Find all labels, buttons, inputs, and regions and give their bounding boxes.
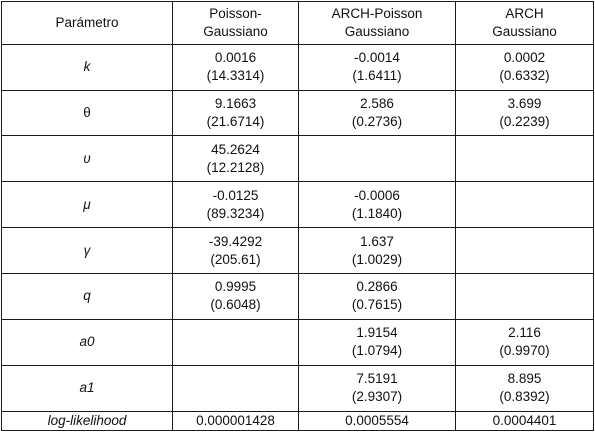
estimate-value: 0.2866 [356,279,398,295]
log-likelihood-value: 0.0005554 [298,410,456,432]
estimate-cell: -0.0006 (1.1840) [298,181,456,229]
estimate-value: 1.637 [360,233,394,249]
estimate-value: 9.1663 [214,96,257,112]
estimate-value: 0.9995 [214,279,257,295]
estimate-cell: 0.0016 (14.3314) [172,43,299,91]
header-line-1: ARCH [505,5,544,21]
table-row: q 0.9995 (0.6048) 0.2866 (0.7615) [1,273,594,320]
estimate-cell: 0.2866 (0.7615) [298,273,456,320]
estimate-cell [455,181,594,229]
log-likelihood-row: log-likelihood 0.000001428 0.0005554 0.0… [1,410,594,432]
estimate-value: 45.2624 [211,141,260,157]
estimate-value: 0.0002 [503,50,546,66]
estimate-value: -0.0014 [354,50,400,66]
estimate-cell: 2.586 (0.2736) [298,89,456,137]
standard-error: (2.9307) [351,389,403,405]
param-name: υ [1,135,173,183]
standard-error: (0.6332) [499,68,550,84]
estimate-cell: 3.699 (0.2239) [455,89,594,137]
estimate-cell: -39.4292 (205.61) [172,227,299,275]
estimate-cell: 1.637 (1.0029) [298,227,456,275]
estimate-value: -0.0125 [212,187,259,203]
header-line-2: Gaussiano [344,23,410,39]
header-parametro-label: Parámetro [55,14,119,30]
table-row: μ -0.0125 (89.3234) -0.0006 (1.1840) [1,181,594,229]
standard-error: (205.61) [210,251,261,267]
param-name: a1 [1,364,173,412]
estimate-cell: 0.0002 (0.6332) [455,43,594,91]
table-row: a1 7.5191 (2.9307) 8.895 (0.8392) [1,364,594,412]
estimate-cell: 7.5191 (2.9307) [298,364,456,412]
param-name: θ [1,89,173,137]
estimate-cell: 45.2624 (12.2128) [172,135,299,183]
estimate-value: 3.699 [507,96,542,112]
standard-error: (12.2128) [206,159,265,175]
table-row: υ 45.2624 (12.2128) [1,135,594,183]
estimate-value: 8.895 [507,371,542,387]
estimate-cell: -0.0125 (89.3234) [172,181,299,229]
param-name: q [1,273,173,320]
standard-error: (0.2239) [499,114,550,130]
estimate-cell: 9.1663 (21.6714) [172,89,299,137]
header-row: Parámetro Poisson- Gaussiano ARCH-Poisso… [1,1,594,45]
standard-error: (0.6048) [210,297,261,313]
log-likelihood-value: 0.0004401 [455,410,594,432]
standard-error: (21.6714) [206,114,265,130]
header-arch-poisson-gaussiano: ARCH-Poisson Gaussiano [298,1,456,45]
header-arch-gaussiano: ARCH Gaussiano [455,1,594,45]
estimate-cell: 2.116 (0.9970) [455,318,594,366]
standard-error: (0.8392) [499,389,550,405]
standard-error: (0.7615) [351,297,403,313]
table-row: γ -39.4292 (205.61) 1.637 (1.0029) [1,227,594,275]
standard-error: (89.3234) [206,205,265,221]
param-name: k [1,43,173,91]
standard-error: (1.0794) [351,343,403,359]
estimate-cell [455,135,594,183]
standard-error: (14.3314) [206,68,265,84]
param-name: a0 [1,318,173,366]
header-line-2: Gaussiano [492,23,557,39]
standard-error: (1.6411) [352,68,402,84]
estimate-cell [455,227,594,275]
header-line-2: Gaussiano [203,23,268,39]
estimate-cell: -0.0014 (1.6411) [298,43,456,91]
header-line-1: Poisson- [209,5,262,21]
estimate-cell [455,273,594,320]
estimate-cell [172,364,299,412]
estimate-value: 7.5191 [356,371,398,387]
estimate-value: 1.9154 [356,325,398,341]
standard-error: (1.0029) [351,251,403,267]
table-row: a0 1.9154 (1.0794) 2.116 (0.9970) [1,318,594,366]
estimate-value: 2.586 [360,96,394,112]
estimate-value: -0.0006 [354,187,400,203]
header-line-1: ARCH-Poisson [331,5,423,21]
estimate-cell [298,135,456,183]
standard-error: (0.9970) [499,343,550,359]
table-row: k 0.0016 (14.3314) -0.0014 (1.6411) 0.0002 (0.… [1,43,594,91]
estimate-value: -39.4292 [208,233,263,249]
estimate-cell: 1.9154 (1.0794) [298,318,456,366]
estimate-cell [172,318,299,366]
param-name: γ [1,227,173,275]
header-parametro: Parámetro [1,1,173,45]
estimate-cell: 8.895 (0.8392) [455,364,594,412]
param-name: log-likelihood [1,410,173,432]
table-row: θ 9.1663 (21.6714) 2.586 (0.2736) 3.699 (0.223… [1,89,594,137]
standard-error: (0.2736) [351,114,403,130]
estimate-cell: 0.9995 (0.6048) [172,273,299,320]
header-poisson-gaussiano: Poisson- Gaussiano [172,1,299,45]
estimate-value: 2.116 [508,325,541,341]
param-name: μ [1,181,173,229]
estimate-value: 0.0016 [214,50,257,66]
standard-error: (1.1840) [351,205,403,221]
log-likelihood-value: 0.000001428 [172,410,299,432]
